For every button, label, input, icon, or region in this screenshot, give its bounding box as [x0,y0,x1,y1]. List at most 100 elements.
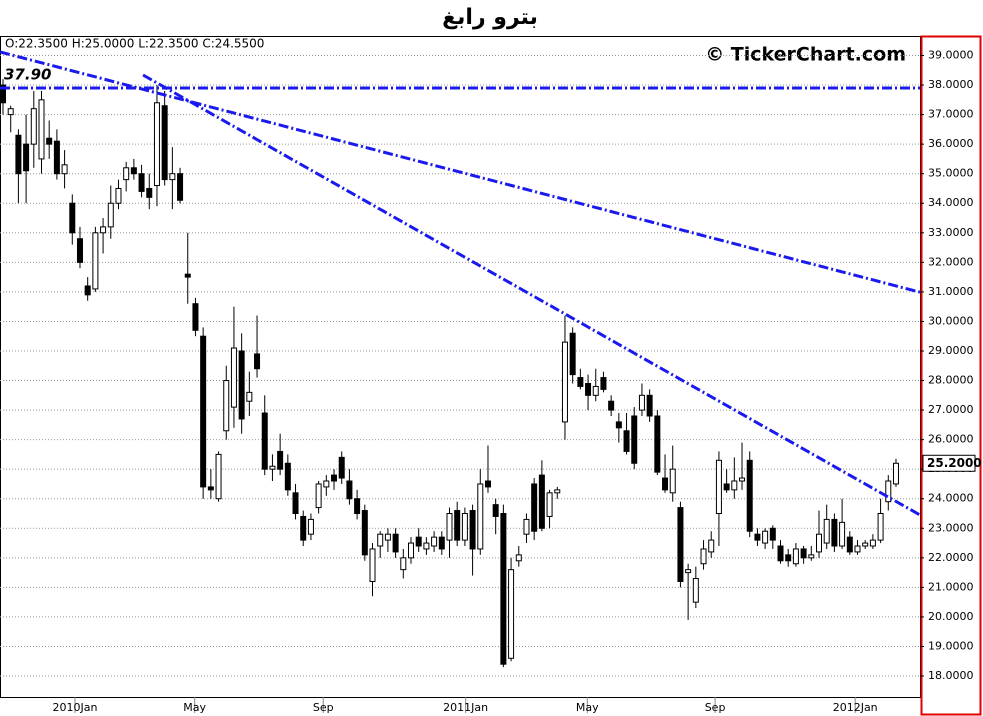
candle-body [839,521,846,547]
candle-body [569,332,576,376]
y-tick-label: 38.0000 [928,78,974,91]
candle-body [723,483,730,491]
candle-body [585,382,592,396]
watermark: © TickerChart.com [705,44,906,66]
candle-body [608,400,615,411]
candle-body [230,347,237,408]
y-tick-label: 28.0000 [928,374,974,387]
trend-line [0,50,921,294]
candle-body [130,167,137,175]
y-tick-label: 20.0000 [928,610,974,623]
candle-body [408,542,415,559]
candle-body [423,542,430,550]
x-tick-label: 2010Jan [53,701,98,714]
candle-body [84,285,91,296]
candle-body [600,377,607,390]
candle-body [754,533,761,541]
y-tick-label: 31.0000 [928,285,974,298]
candle-body [100,226,107,234]
candle-body [323,480,330,488]
candle-body [369,548,376,582]
y-tick-label: 37.0000 [928,108,974,121]
candle-body [816,533,823,553]
candle-body [207,486,214,491]
x-tick-label: May [576,701,599,714]
candle-body [254,353,261,370]
last-price-box [922,454,976,472]
candle-body [823,518,830,544]
candle-body [377,533,384,547]
candle-body [61,164,68,175]
candle-body [284,462,291,491]
candle-body [677,507,684,582]
candle-body [662,477,669,491]
level-label: 37.90 [4,66,51,84]
candle-body [223,380,230,432]
candle-body [346,480,353,500]
candle-body [669,468,676,494]
candle-body [15,134,22,175]
candle-body [800,548,807,559]
candle-body [769,527,776,541]
candle-body [523,518,530,535]
candle-body [508,569,515,659]
y-tick-label: 30.0000 [928,314,974,327]
candle-body [700,548,707,565]
candle-body [477,483,484,550]
candle-body [354,498,361,515]
y-tick-label: 36.0000 [928,137,974,150]
candle-body [484,480,491,488]
candle-body [431,536,438,547]
candle-body [469,510,476,550]
candle-body [300,515,307,541]
candle-body [384,533,391,541]
candle-body [123,167,130,181]
chart-title: بترو رابغ [442,5,538,30]
candle-body [92,232,99,290]
x-tick-label: 2011Jan [443,701,488,714]
candle-body [315,483,322,509]
candle-body [561,341,568,423]
candle-body [177,173,184,201]
y-tick-label: 23.0000 [928,521,974,534]
y-tick-label: 33.0000 [928,226,974,239]
candle-body [554,489,561,494]
candle-body [261,412,268,470]
candle-body [877,513,884,541]
candle-body [746,459,753,532]
ohlc-info: O:22.3500 H:25.0000 L:22.3500 C:24.5500 [5,37,264,51]
candle-body [762,530,769,544]
candle-body [454,510,461,541]
trend-line [142,73,921,517]
candle-body [777,545,784,562]
candle-body [885,480,892,503]
candle-body [146,187,153,198]
y-tick-label: 27.0000 [928,403,974,416]
y-tick-label: 34.0000 [928,196,974,209]
candle-body [292,492,299,515]
candle-body [415,536,422,547]
candle-body [53,140,60,175]
candle-body [361,510,368,556]
y-tick-label: 18.0000 [928,669,974,682]
candle-body [115,187,122,204]
candle-body [446,513,453,541]
candle-body [531,483,538,532]
y-tick-label: 32.0000 [928,255,974,268]
x-tick-label: May [183,701,206,714]
candle-body [246,391,253,402]
candle-body [153,102,160,187]
candle-body [869,539,876,547]
candle-body [739,477,746,482]
candle-body [161,105,168,181]
candle-body [785,554,792,562]
candle-body [215,453,222,500]
candle-body [546,492,553,517]
candle-body [107,202,114,228]
candle-body [854,545,861,553]
candle-body [515,554,522,562]
candle-body [792,548,799,565]
candle-body [846,536,853,553]
candle-body [7,108,14,116]
